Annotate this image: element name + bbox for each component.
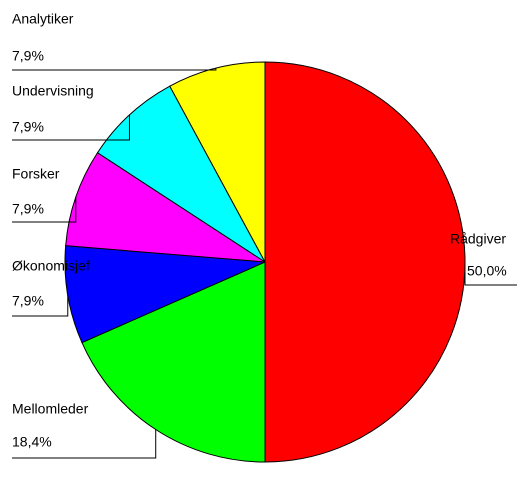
slice-label: Rådgiver [450,231,506,247]
slice-label: Forsker [12,166,60,182]
pie-slice [264,61,466,463]
leader-line [12,429,157,459]
pie-slice [64,245,266,344]
value-label: 7,9% [12,293,44,309]
leader-line [12,295,69,317]
value-label: 50,0% [467,263,507,279]
pie-slice [81,261,266,463]
leader-line [12,197,77,223]
leader-line [464,262,517,286]
slice-label: Økonomisjef [12,258,90,274]
value-label: 18,4% [12,434,52,450]
value-label: 7,9% [12,201,44,217]
slice-label: Undervisning [12,83,94,99]
value-label: 7,9% [12,119,44,135]
value-label: 7,9% [12,48,44,64]
leader-line [12,68,217,71]
leader-line [12,114,130,141]
slice-label: Mellomleder [12,401,89,417]
slice-label: Analytiker [12,11,74,27]
